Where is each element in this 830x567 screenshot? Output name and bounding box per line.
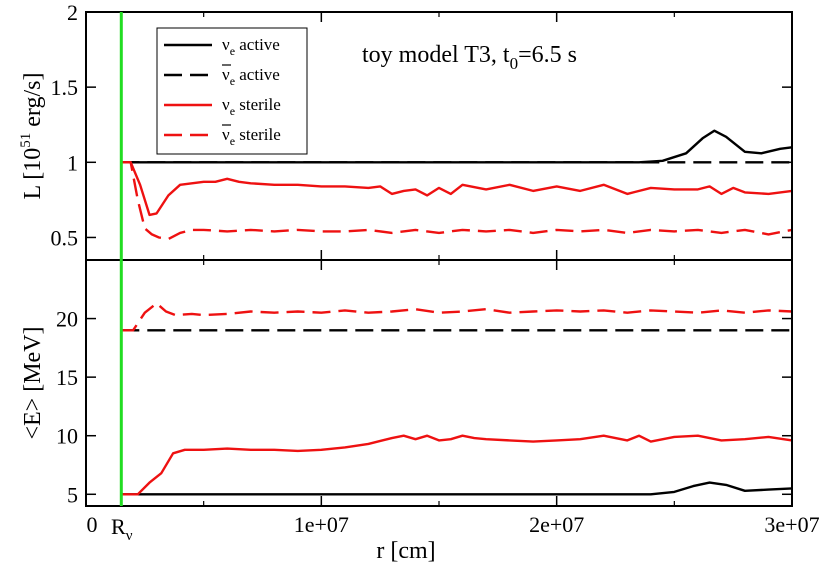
rnu-label-main: R xyxy=(111,514,126,539)
rnu-label: Rν xyxy=(111,514,133,544)
x-tick-label: 1e+07 xyxy=(294,512,349,537)
model-annotation-main: toy model T3, t xyxy=(362,42,510,68)
model-annotation: toy model T3, t0=6.5 s xyxy=(362,42,577,73)
x-tick-label: 2e+07 xyxy=(529,512,584,537)
bottom-y-tick-label: 20 xyxy=(56,307,78,332)
legend-label-nuebar-active: νe active xyxy=(222,65,280,88)
top-y-tick-label: 0.5 xyxy=(51,225,79,250)
bottom-x-ticks: 0 1e+07 2e+07 3e+07 xyxy=(85,260,820,537)
bottom-panel-frame xyxy=(85,259,793,507)
bottom-y-tick-label: 15 xyxy=(56,365,78,390)
top-series-nue-sterile xyxy=(121,161,793,217)
model-annotation-sub: 0 xyxy=(510,54,519,73)
top-y-tick-label: 1 xyxy=(67,150,78,175)
x-axis-title: r [cm] xyxy=(376,538,435,564)
legend: νe active νe active νe sterile νe sterile xyxy=(156,27,308,155)
bottom-y-axis-title: <E> [MeV] xyxy=(20,326,46,439)
top-y-ticks: 0.5 1 1.5 2 xyxy=(51,0,792,250)
bottom-y-ticks: 5 10 15 20 xyxy=(56,307,792,507)
bottom-series-nue-sterile xyxy=(121,434,793,496)
bottom-y-tick-label: 10 xyxy=(56,424,78,449)
legend-label-nue-sterile: νe sterile xyxy=(222,95,281,118)
bottom-series-nue-active xyxy=(121,481,793,496)
top-y-axis-title-main: L [10 xyxy=(20,148,46,200)
top-x-ticks xyxy=(85,12,793,260)
bottom-panel: 5 10 15 20 0 1e+07 2e+07 3e+07 <E> [MeV] r [cm… xyxy=(20,259,820,564)
top-panel: 0.5 1 1.5 2 L [1051 erg/s] toy model T3, t0… xyxy=(18,0,793,261)
top-series-nue-active xyxy=(121,129,793,164)
top-series-nuebar-sterile xyxy=(121,161,793,241)
legend-box xyxy=(156,27,308,155)
legend-label-nuebar-sterile: νe sterile xyxy=(222,125,281,148)
x-tick-label: 0 xyxy=(87,512,98,537)
bottom-series-nuebar-sterile xyxy=(121,302,793,332)
x-tick-label: 3e+07 xyxy=(764,512,819,537)
rnu-label-sub: ν xyxy=(126,528,133,544)
top-panel-plot-area xyxy=(121,129,793,241)
top-y-axis-title-tail: erg/s] xyxy=(20,73,46,133)
model-annotation-tail: =6.5 s xyxy=(518,42,577,68)
legend-label-nue-active: νe active xyxy=(222,35,280,58)
top-y-tick-label: 2 xyxy=(67,0,78,25)
bottom-panel-plot-area xyxy=(121,302,793,496)
top-y-axis-title-sup: 51 xyxy=(18,133,34,148)
bottom-y-tick-label: 5 xyxy=(67,482,78,507)
top-y-tick-label: 1.5 xyxy=(51,75,79,100)
top-y-axis-title: L [1051 erg/s] xyxy=(18,73,46,200)
